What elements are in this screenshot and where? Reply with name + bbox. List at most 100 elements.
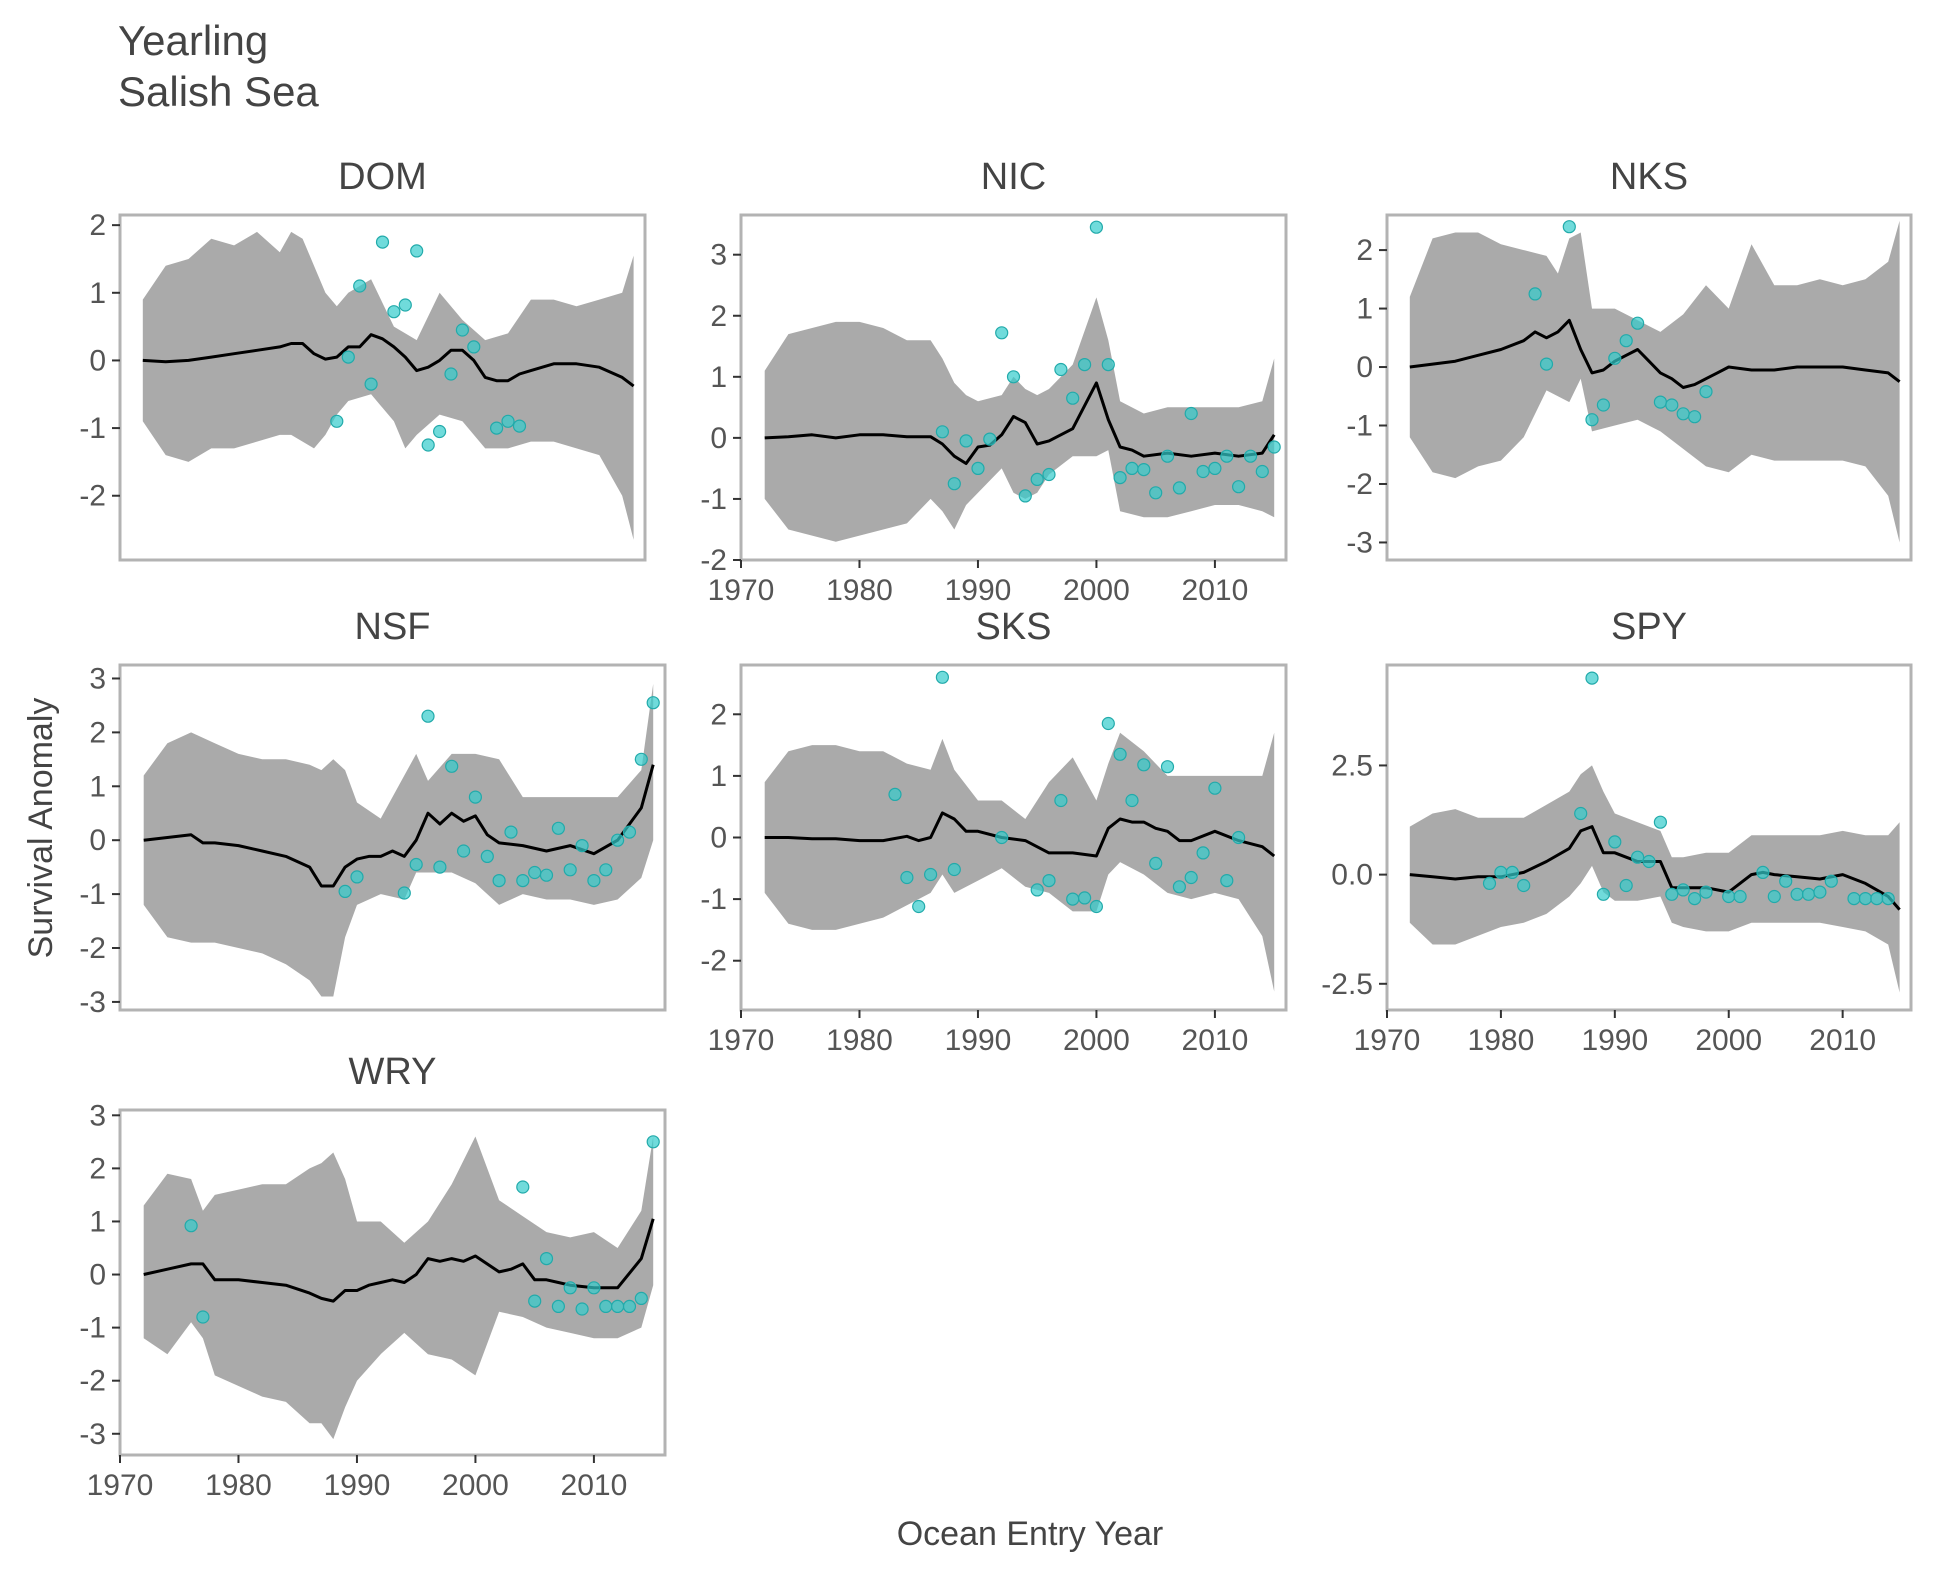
x-tick-label-nic-5: 2010 — [1182, 574, 1249, 607]
point-nks-6 — [1608, 351, 1622, 365]
panel-sks: SKS -2 -1 0 1 2 1970 1980 1990 2000 2010 — [700, 606, 1288, 1057]
point-nks-5 — [1596, 398, 1611, 412]
point-nsf-15 — [539, 868, 554, 882]
point-wry-1 — [184, 1219, 198, 1233]
point-dom-2 — [341, 350, 355, 364]
point-nsf-8 — [457, 844, 471, 858]
point-dom-16 — [512, 419, 527, 433]
point-nic-1 — [935, 425, 950, 439]
band-spy — [1409, 765, 1900, 993]
point-spy-17 — [1722, 889, 1736, 904]
y-tick-label-wry-3: -1 — [79, 1312, 106, 1345]
point-nsf-19 — [587, 873, 601, 888]
x-axis-title: Ocean Entry Year — [897, 1515, 1164, 1553]
point-nic-5 — [983, 432, 997, 446]
point-spy-14 — [1676, 883, 1690, 897]
y-tick-label-nic-6: 3 — [710, 239, 727, 272]
y-tick-label-nsf-3: -1 — [79, 878, 106, 911]
point-nic-22 — [1184, 406, 1198, 421]
point-nks-7 — [1619, 334, 1633, 348]
trend-line-nks — [1409, 318, 1901, 389]
point-wry-3 — [516, 1180, 530, 1194]
point-dom-13 — [467, 340, 481, 354]
frame-nsf — [118, 663, 667, 1012]
point-nks-9 — [1653, 395, 1668, 409]
x-tick-label-spy-5: 2010 — [1809, 1024, 1876, 1057]
y-tick-label-nsf-4: 0 — [89, 824, 106, 857]
point-nsf-11 — [492, 873, 506, 888]
point-sks-21 — [1184, 870, 1198, 885]
point-spy-11 — [1642, 854, 1656, 869]
point-nic-9 — [1030, 472, 1044, 486]
x-tick-label-wry-3: 1990 — [324, 1469, 391, 1502]
y-tick-label-nks-4: 0 — [1356, 351, 1373, 384]
point-nsf-13 — [516, 873, 530, 888]
y-tick-label-nic-4: 1 — [710, 361, 727, 394]
point-sks-6 — [947, 862, 961, 877]
point-spy-18 — [1733, 889, 1747, 904]
point-wry-11 — [610, 1299, 625, 1314]
point-wry-4 — [528, 1294, 542, 1308]
point-wry-2 — [196, 1310, 210, 1324]
y-tick-label-spy-3: 2.5 — [1331, 749, 1373, 782]
y-tick-label-spy-1: -2.5 — [1321, 968, 1373, 1001]
y-tick-label-nsf-7: 3 — [89, 662, 106, 695]
point-nsf-18 — [575, 838, 589, 853]
point-sks-1 — [888, 787, 902, 802]
x-tick-label-spy-1: 1970 — [1354, 1024, 1421, 1057]
y-tick-label-wry-7: 3 — [89, 1099, 106, 1132]
point-nsf-6 — [433, 860, 447, 874]
y-tick-label-spy-2: 0.0 — [1331, 859, 1373, 892]
point-sks-5 — [935, 670, 950, 684]
trend-line-nsf — [143, 764, 655, 888]
y-tick-label-wry-6: 2 — [89, 1152, 106, 1185]
y-tick-label-nic-2: -1 — [700, 483, 727, 516]
point-nks-3 — [1562, 220, 1576, 234]
frame-nks — [1385, 213, 1913, 562]
x-tick-label-wry-4: 2000 — [442, 1469, 509, 1502]
point-nic-23 — [1196, 464, 1210, 479]
y-tick-label-nic-1: -2 — [700, 544, 727, 577]
point-spy-5 — [1574, 806, 1588, 821]
trend-line-sks — [764, 811, 1276, 858]
panel-label-spy: SPY — [1611, 606, 1687, 648]
point-nic-15 — [1101, 358, 1115, 372]
point-nks-4 — [1585, 413, 1599, 427]
point-nks-12 — [1687, 410, 1702, 424]
y-tick-label-nks-3: -1 — [1346, 410, 1373, 443]
point-dom-10 — [433, 424, 447, 439]
point-nks-11 — [1676, 407, 1690, 421]
point-sks-13 — [1089, 899, 1104, 914]
point-sks-7 — [995, 830, 1009, 845]
point-nic-4 — [971, 461, 985, 475]
y-tick-label-sks-4: 1 — [710, 760, 727, 793]
point-sks-11 — [1066, 892, 1080, 906]
point-nks-13 — [1699, 385, 1713, 399]
y-tick-label-nsf-6: 2 — [89, 716, 106, 749]
point-nsf-23 — [634, 752, 648, 766]
point-spy-26 — [1847, 891, 1861, 906]
point-nic-16 — [1113, 471, 1127, 485]
point-sks-22 — [1196, 846, 1210, 860]
point-spy-15 — [1687, 891, 1702, 906]
panel-dom: DOM -2 -1 0 1 2 — [79, 156, 647, 562]
panel-label-nks: NKS — [1610, 156, 1688, 198]
panel-label-nsf: NSF — [355, 606, 431, 648]
panel-wry: WRY -3 -2 -1 0 1 2 3 1970 1980 1990 2000 2010 — [79, 1051, 667, 1502]
band-dom — [142, 231, 634, 540]
point-nsf-7 — [445, 759, 459, 773]
point-wry-12 — [622, 1299, 637, 1314]
point-nic-29 — [1267, 440, 1281, 454]
point-nsf-22 — [622, 825, 637, 839]
x-tick-label-nic-3: 1990 — [945, 574, 1012, 607]
x-tick-label-wry-5: 2010 — [561, 1469, 628, 1502]
x-tick-label-sks-3: 1990 — [945, 1024, 1012, 1057]
point-sks-24 — [1220, 873, 1234, 888]
band-sks — [764, 732, 1275, 992]
y-tick-label-nks-2: -2 — [1346, 468, 1373, 501]
y-tick-label-nsf-1: -3 — [79, 986, 106, 1019]
figure-title-line-2: Salish Sea — [118, 68, 319, 115]
point-nsf-14 — [528, 865, 542, 880]
figure-title-line-1: Yearling — [118, 17, 268, 64]
